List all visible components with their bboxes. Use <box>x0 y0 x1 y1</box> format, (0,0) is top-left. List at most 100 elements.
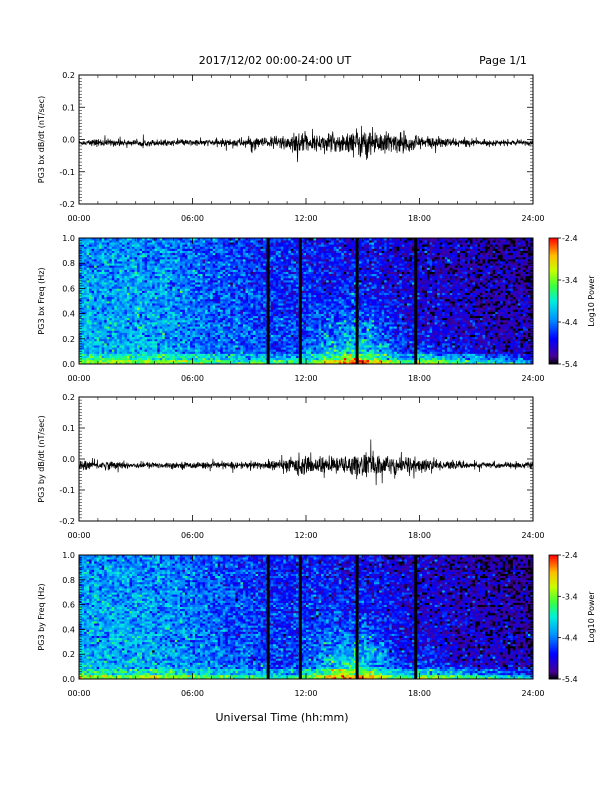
spectrogram-cell <box>212 250 216 254</box>
spectrogram-cell <box>149 275 153 279</box>
spectrogram-cell <box>129 292 133 296</box>
spectrogram-cell <box>205 355 208 359</box>
spectrogram-cell <box>200 267 203 270</box>
spectrogram-cell <box>137 305 140 308</box>
spectrogram-cell <box>89 296 92 300</box>
spectrogram-cell <box>187 277 191 281</box>
spectrogram-cell <box>192 361 196 365</box>
spectrogram-cell <box>237 244 241 247</box>
spectrogram-cell <box>230 343 234 346</box>
spectrogram-cell <box>245 349 249 352</box>
spectrogram-cell <box>84 286 87 289</box>
spectrogram-cell <box>129 326 133 329</box>
spectrogram-cell <box>89 322 92 325</box>
spectrogram-cell <box>89 254 92 258</box>
spectrogram-cell <box>149 309 153 312</box>
spectrogram-cell <box>253 336 256 340</box>
spectrogram-cell <box>154 349 158 352</box>
spectrogram-cell <box>263 273 266 277</box>
spectrogram-cell <box>220 334 224 338</box>
spectrogram-cell <box>142 338 145 342</box>
spectrogram-cell <box>84 324 87 327</box>
spectrogram-cell <box>84 301 87 304</box>
spectrogram-cell <box>174 311 178 314</box>
spectrogram-cell <box>126 298 130 302</box>
spectrogram-cell <box>96 250 100 254</box>
spectrogram-cell <box>212 246 216 249</box>
spectrogram-cell <box>149 317 153 321</box>
spectrogram-cell <box>99 242 103 245</box>
spectrogram-cell <box>114 309 118 312</box>
spectrogram-cell <box>164 267 168 270</box>
spectrogram-cell <box>177 361 181 365</box>
spectrogram-cell <box>222 351 226 354</box>
spectrogram-cell <box>189 326 193 329</box>
spectrogram-cell <box>177 349 181 352</box>
spectrogram-cell <box>177 336 181 340</box>
spectrogram-cell <box>187 328 191 331</box>
spectrogram-cell <box>275 263 279 266</box>
spectrogram-cell <box>242 246 246 249</box>
spectrogram-cell <box>106 330 110 333</box>
spectrogram-cell <box>225 256 229 260</box>
spectrogram-cell <box>152 349 156 352</box>
spectrogram-cell <box>86 273 90 277</box>
spectrogram-cell <box>167 240 171 243</box>
spectrogram-cell <box>109 303 113 306</box>
spectrogram-cell <box>278 284 282 287</box>
spectrogram-cell <box>134 301 138 304</box>
spectrogram-cell <box>119 269 123 272</box>
spectrogram-cell <box>159 315 163 319</box>
spectrogram-cell <box>200 271 203 275</box>
spectrogram-cell <box>260 361 264 365</box>
spectrogram-cell <box>116 338 120 342</box>
spectrogram-cell <box>157 267 161 270</box>
spectrogram-cell <box>237 288 241 291</box>
spectrogram-cell <box>242 340 246 344</box>
spectrogram-cell <box>116 328 120 331</box>
spectrogram-cell <box>129 343 133 346</box>
spectrogram-cell <box>144 334 148 338</box>
spectrogram-cell <box>116 313 120 317</box>
spectrogram-cell <box>101 303 105 306</box>
spectrogram-cell <box>81 238 85 241</box>
spectrogram-cell <box>225 305 229 308</box>
spectrogram-cell <box>79 353 82 356</box>
spectrogram-cell <box>157 347 161 350</box>
spectrogram-cell <box>81 357 85 361</box>
spectrogram-cell <box>157 259 161 262</box>
spectrogram-cell <box>192 240 196 243</box>
spectrogram-cell <box>106 246 110 249</box>
spectrogram-cell <box>253 254 256 258</box>
spectrogram-cell <box>237 343 241 346</box>
spectrogram-cell <box>237 273 241 277</box>
spectrogram-cell <box>275 303 279 306</box>
spectrogram-cell <box>220 246 224 249</box>
spectrogram-cell <box>263 336 266 340</box>
spectrogram-cell <box>227 328 231 331</box>
spectrogram-cell <box>126 307 130 310</box>
spectrogram-cell <box>157 294 161 298</box>
spectrogram-cell <box>142 286 145 289</box>
spectrogram-cell <box>114 271 118 275</box>
spectrogram-cell <box>197 296 201 300</box>
spectrogram-cell <box>91 265 95 268</box>
spectrogram-cell <box>111 263 115 266</box>
spectrogram-cell <box>270 280 274 283</box>
spectrogram-cell <box>240 345 244 348</box>
spectrogram-cell <box>225 313 229 317</box>
spectrogram-cell <box>237 322 241 325</box>
spectrogram-cell <box>250 250 254 254</box>
spectrogram-cell <box>200 238 203 241</box>
spectrogram-cell <box>86 256 90 260</box>
spectrogram-cell <box>172 355 176 359</box>
spectrogram-cell <box>104 256 108 260</box>
spectrogram-cell <box>205 307 208 310</box>
spectrogram-cell <box>174 288 178 291</box>
spectrogram-cell <box>273 359 277 363</box>
spectrogram-cell <box>220 351 224 354</box>
spectrogram-cell <box>101 334 105 338</box>
spectrogram-cell <box>205 242 208 245</box>
spectrogram-cell <box>131 294 135 298</box>
spectrogram-cell <box>101 317 105 321</box>
